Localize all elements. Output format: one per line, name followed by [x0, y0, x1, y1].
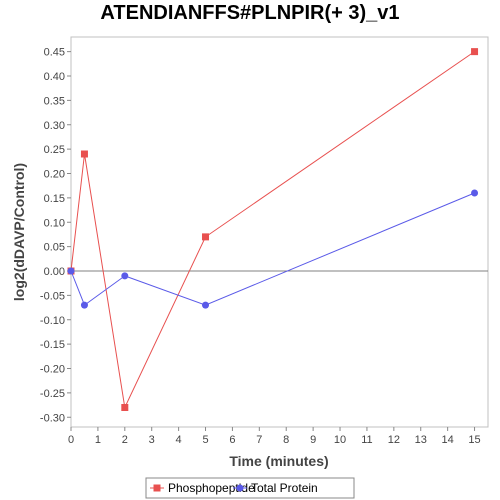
- x-tick-label: 9: [310, 434, 316, 446]
- x-tick-label: 4: [176, 434, 182, 446]
- series-1-point: [471, 48, 479, 56]
- x-tick-label: 6: [229, 434, 235, 446]
- chart-title: ATENDIANFFS#PLNPIR(+ 3)_v1: [100, 2, 400, 24]
- series-2-point: [80, 301, 88, 309]
- x-tick-label: 5: [202, 434, 208, 446]
- x-tick-label: 11: [361, 434, 372, 446]
- x-axis-label: Time (minutes): [229, 453, 328, 469]
- series-1-point: [202, 233, 210, 241]
- y-tick-label: 0.00: [44, 266, 65, 278]
- y-tick-label: 0.35: [44, 95, 65, 107]
- series-1-point: [80, 150, 88, 158]
- series-2-point: [121, 272, 129, 280]
- series-2-point: [67, 267, 75, 275]
- y-tick-label: 0.45: [44, 47, 65, 59]
- legend-label-2: Total Protein: [251, 481, 318, 495]
- y-tick-label: -0.10: [40, 315, 65, 327]
- x-tick-label: 1: [95, 434, 101, 446]
- x-tick-label: 13: [415, 434, 427, 446]
- x-tick-label: 0: [68, 434, 74, 446]
- y-tick-label: -0.20: [40, 364, 65, 376]
- x-tick-label: 14: [442, 434, 454, 446]
- series-2-point: [202, 301, 210, 309]
- y-tick-label: 0.30: [44, 120, 65, 132]
- x-tick-label: 15: [468, 434, 480, 446]
- y-tick-label: 0.40: [44, 71, 65, 83]
- y-tick-label: 0.20: [44, 169, 65, 181]
- y-tick-label: -0.30: [40, 412, 65, 424]
- x-tick-label: 7: [256, 434, 262, 446]
- series-1-point: [121, 404, 129, 411]
- y-tick-label: -0.25: [40, 388, 65, 400]
- series-2-point: [471, 189, 479, 197]
- x-tick-label: 2: [122, 434, 128, 446]
- y-tick-label: 0.05: [44, 242, 65, 254]
- legend-box: [145, 477, 355, 499]
- x-tick-label: 10: [334, 434, 346, 446]
- legend-marker-2: [236, 484, 244, 492]
- x-tick-label: 8: [283, 434, 289, 446]
- y-axis-label: log2(dDAVP/Control): [11, 163, 27, 301]
- y-tick-label: -0.05: [40, 290, 65, 302]
- x-tick-label: 3: [149, 434, 155, 446]
- legend-marker-1: [153, 484, 161, 492]
- y-tick-label: 0.25: [44, 144, 65, 156]
- x-tick-label: 12: [388, 434, 400, 446]
- legend-label-1: Phosphopeptide: [168, 481, 255, 495]
- y-tick-label: -0.15: [40, 339, 65, 351]
- y-tick-label: 0.10: [44, 217, 65, 229]
- plot-area: [70, 36, 489, 428]
- y-tick-label: 0.15: [44, 193, 65, 205]
